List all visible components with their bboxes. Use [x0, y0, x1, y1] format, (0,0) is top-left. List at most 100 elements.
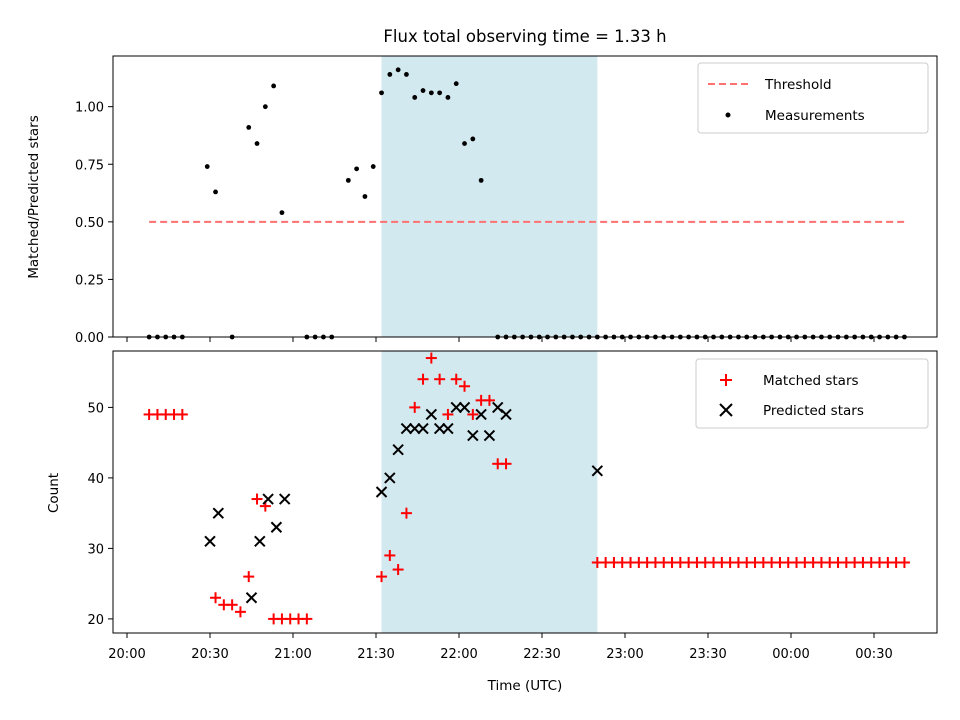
- top-marks: [146, 67, 908, 340]
- measurement-point: [246, 125, 252, 130]
- y-tick-label: 0.00: [75, 331, 104, 346]
- predicted-star-point: [417, 422, 429, 435]
- matched-star-point: [459, 380, 471, 392]
- predicted-star-point: [204, 535, 216, 548]
- measurement-point: [420, 88, 426, 93]
- predicted-star-stroke: [591, 465, 604, 477]
- predicted-star-point: [500, 408, 512, 421]
- matched-star-point: [384, 549, 396, 561]
- measurement-point: [345, 177, 351, 183]
- matched-star-point: [434, 373, 446, 385]
- predicted-star-point: [254, 535, 266, 548]
- y-tick-label: 30: [87, 542, 104, 557]
- matched-star-point: [442, 408, 454, 420]
- predicted-star-stroke: [245, 592, 258, 604]
- predicted-star-stroke: [500, 408, 512, 421]
- bottom-x-axis: 20:00 20:30 21:00 21:30 22:00 22:30 23:00 23:30…: [108, 633, 893, 662]
- predicted-star-point: [433, 422, 446, 435]
- predicted-star-stroke: [467, 429, 479, 442]
- measurement-point: [387, 72, 393, 77]
- legend-measurements-label: Measurements: [765, 108, 865, 124]
- measurement-point: [370, 164, 376, 169]
- measurement-point: [462, 141, 467, 146]
- predicted-star-stroke: [254, 535, 266, 548]
- top-observing-window-shade: [381, 56, 598, 337]
- measurement-point: [395, 67, 401, 73]
- x-tick-label: 00:00: [772, 647, 809, 662]
- measurement-point: [437, 90, 443, 96]
- predicted-star-stroke: [392, 443, 404, 456]
- predicted-star-stroke: [400, 422, 413, 435]
- top-legend-frame: [697, 62, 929, 134]
- measurement-point: [470, 136, 476, 142]
- matched-star-point: [234, 606, 246, 618]
- predicted-star-stroke: [417, 422, 429, 435]
- y-tick-label: 1.00: [75, 101, 104, 116]
- predicted-star-stroke: [204, 535, 216, 548]
- measurement-point: [279, 210, 285, 216]
- matched-star-point: [176, 408, 188, 420]
- predicted-star-point: [450, 401, 462, 414]
- measurement-point: [478, 177, 484, 183]
- x-tick-label: 00:30: [855, 647, 892, 662]
- measurement-point: [254, 141, 260, 146]
- predicted-star-point: [591, 465, 604, 477]
- predicted-star-point: [475, 408, 487, 421]
- predicted-star-point: [278, 493, 291, 505]
- x-tick-label: 20:00: [108, 647, 145, 662]
- top-plot-frame: [112, 55, 938, 338]
- matched-star-point: [500, 458, 512, 470]
- predicted-star-stroke: [425, 408, 438, 421]
- predicted-star-stroke: [442, 422, 454, 435]
- predicted-star-point: [212, 507, 225, 519]
- predicted-star-stroke: [212, 507, 225, 519]
- x-tick-label: 20:30: [191, 647, 228, 662]
- matched-star-point: [392, 564, 404, 576]
- matched-star-point: [210, 592, 222, 604]
- predicted-star-stroke: [433, 422, 446, 435]
- predicted-star-stroke: [384, 472, 396, 484]
- legend-matched-swatch: [720, 374, 732, 386]
- matched-star-point: [467, 408, 479, 420]
- legend-threshold-label: Threshold: [764, 77, 832, 93]
- measurement-point: [271, 83, 277, 89]
- matched-star-point: [450, 373, 462, 385]
- predicted-star-stroke: [375, 486, 388, 498]
- predicted-star-stroke: [262, 493, 274, 505]
- predicted-star-point: [483, 429, 496, 442]
- legend-predicted-label: Predicted stars: [763, 403, 864, 419]
- bottom-legend-frame: [695, 358, 929, 429]
- predicted-star-point: [392, 443, 404, 456]
- matched-star-point: [376, 571, 388, 583]
- bottom-legend: Matched stars Predicted stars: [695, 358, 929, 429]
- predicted-star-stroke: [278, 493, 291, 505]
- predicted-star-point: [245, 592, 258, 604]
- matched-star-point: [400, 507, 412, 519]
- predicted-star-stroke: [475, 408, 487, 421]
- top-y-axis: 0.00 0.25 0.50 0.75 1.00: [75, 101, 113, 346]
- predicted-star-point: [467, 429, 479, 442]
- predicted-star-point: [384, 472, 396, 484]
- matched-star-point: [243, 571, 255, 583]
- top-chart-title: Flux total observing time = 1.33 h: [383, 27, 666, 46]
- matched-star-point: [301, 613, 313, 625]
- measurement-point: [262, 104, 268, 110]
- predicted-star-stroke: [458, 401, 471, 414]
- bottom-y-axis: 20 30 40 50: [87, 401, 113, 628]
- bottom-y-axis-label: Count: [46, 473, 62, 513]
- top-legend: Threshold Measurements: [697, 62, 929, 134]
- measurement-point: [354, 166, 360, 172]
- top-y-axis-label: Matched/Predicted stars: [26, 115, 42, 278]
- predicted-star-point: [409, 422, 421, 435]
- bottom-marks: [143, 352, 910, 625]
- measurement-point: [362, 194, 368, 199]
- matched-star-point: [251, 493, 263, 505]
- matched-star-point: [417, 373, 429, 385]
- x-tick-label: 23:30: [689, 647, 726, 662]
- matched-star-point: [425, 352, 437, 364]
- x-tick-label: 22:30: [523, 647, 560, 662]
- matched-star-point: [898, 557, 910, 568]
- x-tick-label: 23:00: [606, 647, 643, 662]
